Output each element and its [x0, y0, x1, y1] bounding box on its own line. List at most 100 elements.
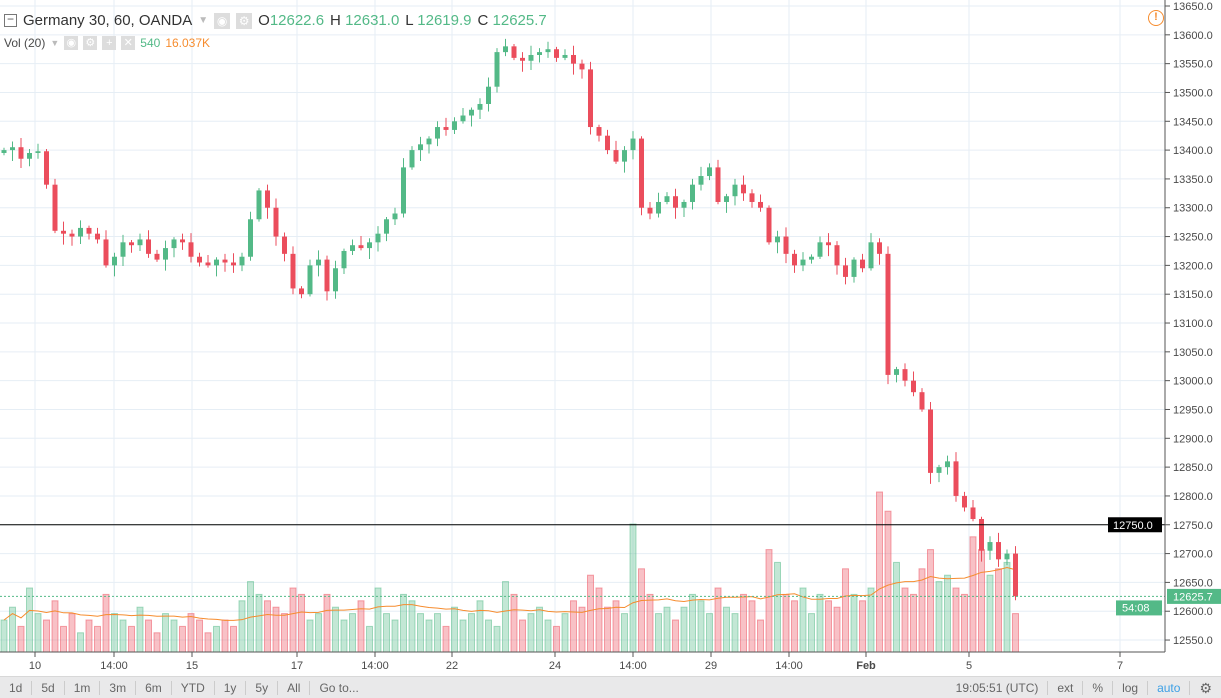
- range-5y[interactable]: 5y: [246, 680, 279, 695]
- gear-icon[interactable]: ⚙: [236, 12, 253, 29]
- volume-value: 540: [140, 36, 161, 50]
- time-tick-label: 17: [291, 660, 303, 672]
- high-label: H: [330, 12, 341, 29]
- candle-body: [698, 176, 704, 185]
- volume-ma-line: [3, 567, 1016, 621]
- eye-icon[interactable]: ◉: [214, 12, 231, 29]
- volume-bar: [986, 574, 994, 653]
- volume-bar: [595, 587, 603, 653]
- close-label: C: [477, 12, 489, 29]
- price-tick-label: 12700.0: [1173, 549, 1213, 561]
- candle-body: [664, 196, 670, 202]
- range-6m[interactable]: 6m: [136, 680, 172, 695]
- candle-body: [486, 86, 491, 104]
- plus-icon[interactable]: +: [102, 36, 117, 50]
- chevron-down-icon[interactable]: ▼: [198, 15, 209, 26]
- candle-body: [358, 245, 364, 249]
- ext-toggle[interactable]: ext: [1048, 680, 1084, 695]
- close-icon[interactable]: ✕: [121, 36, 136, 50]
- range-1y[interactable]: 1y: [215, 680, 247, 695]
- candle-body: [579, 63, 585, 70]
- price-tick-label: 12950.0: [1173, 404, 1213, 416]
- time-tick-label: 14:00: [100, 660, 128, 672]
- symbol-legend: − Germany 30, 60, OANDA ▼ ◉ ⚙ O12622.6 H…: [4, 12, 547, 29]
- volume-bar: [969, 536, 977, 653]
- price-tick-label: 13150.0: [1173, 289, 1213, 301]
- price-tick-label: 13100.0: [1173, 318, 1213, 330]
- volume-bar: [901, 587, 909, 653]
- chevron-down-icon[interactable]: ▼: [50, 38, 60, 48]
- price-chart[interactable]: 12550.0 12600.0 12650.0 12700.0 12750.0 12800…: [0, 0, 1221, 676]
- volume-bar: [77, 632, 84, 653]
- volume-bar: [221, 619, 229, 653]
- candle-body: [256, 190, 262, 220]
- volume-bar: [68, 613, 76, 653]
- horizontal-line-label: 12750.0: [1108, 517, 1162, 533]
- price-tick-label: 13000.0: [1173, 376, 1213, 388]
- candle-body: [724, 196, 729, 202]
- range-all[interactable]: All: [278, 680, 311, 695]
- candle-body: [639, 138, 644, 208]
- range-1m[interactable]: 1m: [65, 680, 101, 695]
- volume-bar: [187, 613, 195, 653]
- price-tick-label: 13550.0: [1173, 59, 1213, 71]
- last-price-label: 12625.7 54:08: [1116, 588, 1221, 616]
- candle-body: [749, 193, 755, 202]
- settings-gear-icon[interactable]: ⚙: [1199, 679, 1212, 696]
- range-3m[interactable]: 3m: [100, 680, 137, 695]
- volume-bar: [833, 606, 841, 653]
- candle-body: [792, 253, 797, 266]
- gear-icon[interactable]: ⚙: [83, 36, 98, 50]
- log-toggle[interactable]: log: [1113, 680, 1149, 695]
- volume-title[interactable]: Vol (20): [4, 36, 46, 50]
- eye-icon[interactable]: ◉: [64, 36, 79, 50]
- goto-button[interactable]: Go to...: [319, 680, 359, 695]
- price-tick-label: 13400.0: [1173, 145, 1213, 157]
- candle-body: [885, 253, 891, 375]
- volume-bar: [332, 606, 339, 653]
- candle-body: [120, 242, 126, 257]
- price-axis[interactable]: 12550.0 12600.0 12650.0 12700.0 12750.0 12800…: [1165, 1, 1213, 647]
- range-1d[interactable]: 1d: [0, 680, 33, 695]
- candle-body: [197, 256, 202, 263]
- volume-bar: [153, 632, 161, 653]
- volume-bar: [383, 613, 390, 653]
- volume-bar: [578, 606, 586, 653]
- candle-body: [129, 242, 134, 246]
- collapse-icon[interactable]: −: [4, 13, 17, 27]
- range-ytd[interactable]: YTD: [172, 680, 215, 695]
- symbol-title[interactable]: Germany 30, 60, OANDA: [23, 12, 193, 29]
- volume-bar: [204, 632, 212, 653]
- volume-bar: [434, 613, 441, 653]
- candle-body: [154, 253, 160, 260]
- candle-body: [307, 265, 313, 295]
- volume-bar: [230, 625, 237, 653]
- auto-toggle[interactable]: auto: [1148, 680, 1191, 695]
- low-value: 12619.9: [417, 12, 472, 29]
- candle-body: [596, 127, 602, 136]
- volume-bar: [867, 587, 875, 653]
- candle-body: [222, 259, 228, 263]
- volume-bar: [1003, 561, 1011, 653]
- candle-body: [987, 542, 993, 551]
- range-5d[interactable]: 5d: [32, 680, 65, 695]
- candle-body: [316, 259, 321, 266]
- volume-bar: [944, 574, 951, 653]
- candles: [1, 38, 1018, 601]
- candle-body: [511, 46, 517, 58]
- volume-bar: [255, 593, 263, 653]
- candle-body: [715, 167, 721, 202]
- volume-bar: [60, 625, 67, 653]
- volume-bar: [493, 625, 501, 653]
- candle-body: [10, 147, 15, 151]
- volume-bar: [791, 600, 798, 653]
- candle-body: [834, 245, 840, 266]
- time-axis[interactable]: 10 14:00 15 17 14:00 22 24 14:00 29 14:00 Feb 5 7: [29, 652, 1123, 672]
- volume-bar: [272, 606, 280, 653]
- volume-bar: [978, 549, 985, 653]
- volume-bar: [502, 581, 509, 653]
- volume-bar: [782, 593, 790, 653]
- percent-toggle[interactable]: %: [1083, 680, 1114, 695]
- candle-body: [902, 369, 908, 381]
- alert-icon[interactable]: !: [1148, 10, 1164, 26]
